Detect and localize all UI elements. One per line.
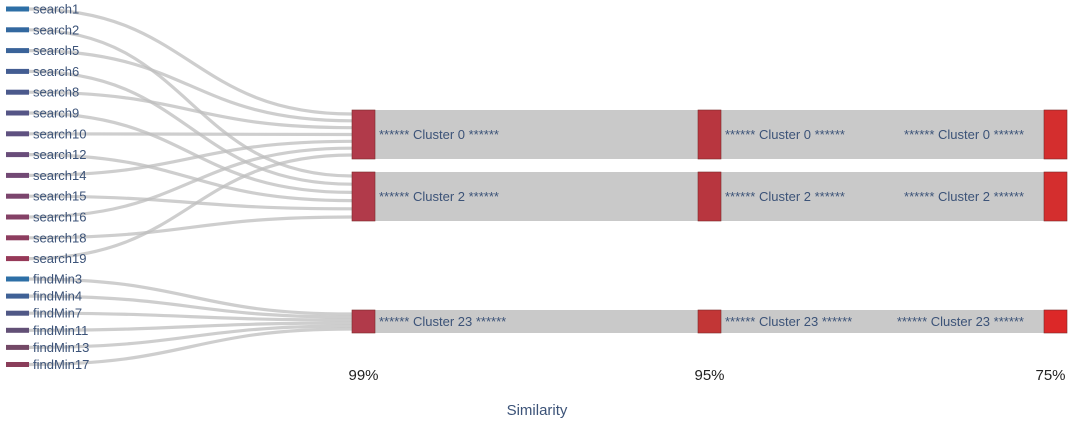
cluster-node-cluster-0-99pct [351,109,376,160]
link-search18 [28,215,353,240]
leaf-label-findMin4: findMin4 [33,289,82,304]
leaf-label-findMin13: findMin13 [33,340,89,355]
leaf-bar-search16 [6,214,29,220]
cluster-label-cluster-2-99pct: ****** Cluster 2 ****** [379,189,499,204]
link-search2 [28,28,353,178]
leaf-bar-search12 [6,152,29,158]
link-search14 [28,139,353,177]
cluster-label-cluster-23-95pct: ****** Cluster 23 ****** [725,314,852,329]
leaf-label-search15: search15 [33,189,86,204]
link-search1 [28,7,353,116]
band-cluster-0-2 [721,110,1044,159]
leaf-bar-findMin4 [6,293,29,299]
axis-tick-95pct: 95% [694,367,724,384]
leaf-label-search5: search5 [33,43,79,58]
leaf-label-search16: search16 [33,210,86,225]
leaf-bar-findMin7 [6,310,29,316]
band-cluster-23-2 [721,310,1044,333]
link-findMin11 [28,321,353,332]
band-cluster-2-1 [375,172,698,221]
x-axis-title: Similarity [507,402,568,419]
links-layer [28,7,353,367]
leaf-label-findMin7: findMin7 [33,306,82,321]
leaf-label-findMin17: findMin17 [33,357,89,372]
labels-layer: search1 search2 search5 search6 search8 searc… [33,2,1024,373]
link-search9 [28,111,353,194]
link-search6 [28,69,353,186]
band-cluster-0-1 [375,110,698,159]
link-findMin13 [28,324,353,349]
leaf-bar-search14 [6,172,29,178]
axis-tick-75pct: 75% [1035,367,1065,384]
leaf-bar-search1 [6,6,29,12]
link-search10 [28,132,353,137]
leaf-bar-findMin3 [6,276,29,282]
leaf-label-search19: search19 [33,251,86,266]
leaf-bar-findMin11 [6,327,29,333]
leaf-label-findMin3: findMin3 [33,272,82,287]
leaf-bar-search15 [6,193,29,199]
cluster-label-cluster-23-99pct: ****** Cluster 23 ****** [379,314,506,329]
leaf-bar-search9 [6,110,29,116]
leaf-label-search10: search10 [33,126,86,141]
leaf-bar-search18 [6,235,29,241]
cluster-label-cluster-23-75pct: ****** Cluster 23 ****** [897,314,1024,329]
leaf-label-search6: search6 [33,64,79,79]
leaf-bar-search6 [6,68,29,74]
leaf-bar-search5 [6,48,29,54]
link-findMin7 [28,311,353,322]
link-findMin4 [28,294,353,319]
link-search12 [28,153,353,203]
link-search16 [28,146,353,219]
cluster-label-cluster-2-75pct: ****** Cluster 2 ****** [904,189,1024,204]
link-findMin3 [28,277,353,316]
axis-tick-99pct: 99% [348,367,378,384]
leaf-label-search18: search18 [33,230,86,245]
leaf-bar-search8 [6,89,29,95]
axis-layer: Similarity 99% 95% 75% [348,367,1065,419]
link-search15 [28,194,353,211]
leaf-label-search8: search8 [33,85,79,100]
leaf-label-search14: search14 [33,168,86,183]
leaf-bar-findMin13 [6,344,29,350]
leaf-label-search9: search9 [33,106,79,121]
leaf-label-search2: search2 [33,22,79,37]
leaf-label-search12: search12 [33,147,86,162]
band-cluster-2-2 [721,172,1044,221]
cluster-label-cluster-2-95pct: ****** Cluster 2 ****** [725,189,845,204]
cluster-node-cluster-2-99pct [351,171,376,222]
link-search5 [28,49,353,123]
cluster-node-cluster-23-75pct [1043,309,1068,334]
leaf-bar-search2 [6,27,29,33]
link-search19 [28,153,353,261]
leaf-label-search1: search1 [33,2,79,17]
leaf-bar-search19 [6,256,29,262]
cluster-label-cluster-0-95pct: ****** Cluster 0 ****** [725,127,845,142]
cluster-node-cluster-23-95pct [697,309,722,334]
cluster-node-cluster-2-75pct [1043,171,1068,222]
cluster-label-cluster-0-75pct: ****** Cluster 0 ****** [904,127,1024,142]
leaf-bar-search10 [6,131,29,137]
nodes-layer [6,6,1068,367]
cluster-node-cluster-0-75pct [1043,109,1068,160]
bands-layer [375,110,1044,333]
cluster-node-cluster-2-95pct [697,171,722,222]
cluster-label-cluster-0-99pct: ****** Cluster 0 ****** [379,127,499,142]
cluster-node-cluster-0-95pct [697,109,722,160]
leaf-bar-findMin17 [6,362,29,367]
link-findMin17 [28,327,353,367]
cluster-node-cluster-23-99pct [351,309,376,334]
leaf-label-findMin11: findMin11 [33,323,88,338]
band-cluster-23-1 [375,310,698,333]
link-search8 [28,90,353,130]
